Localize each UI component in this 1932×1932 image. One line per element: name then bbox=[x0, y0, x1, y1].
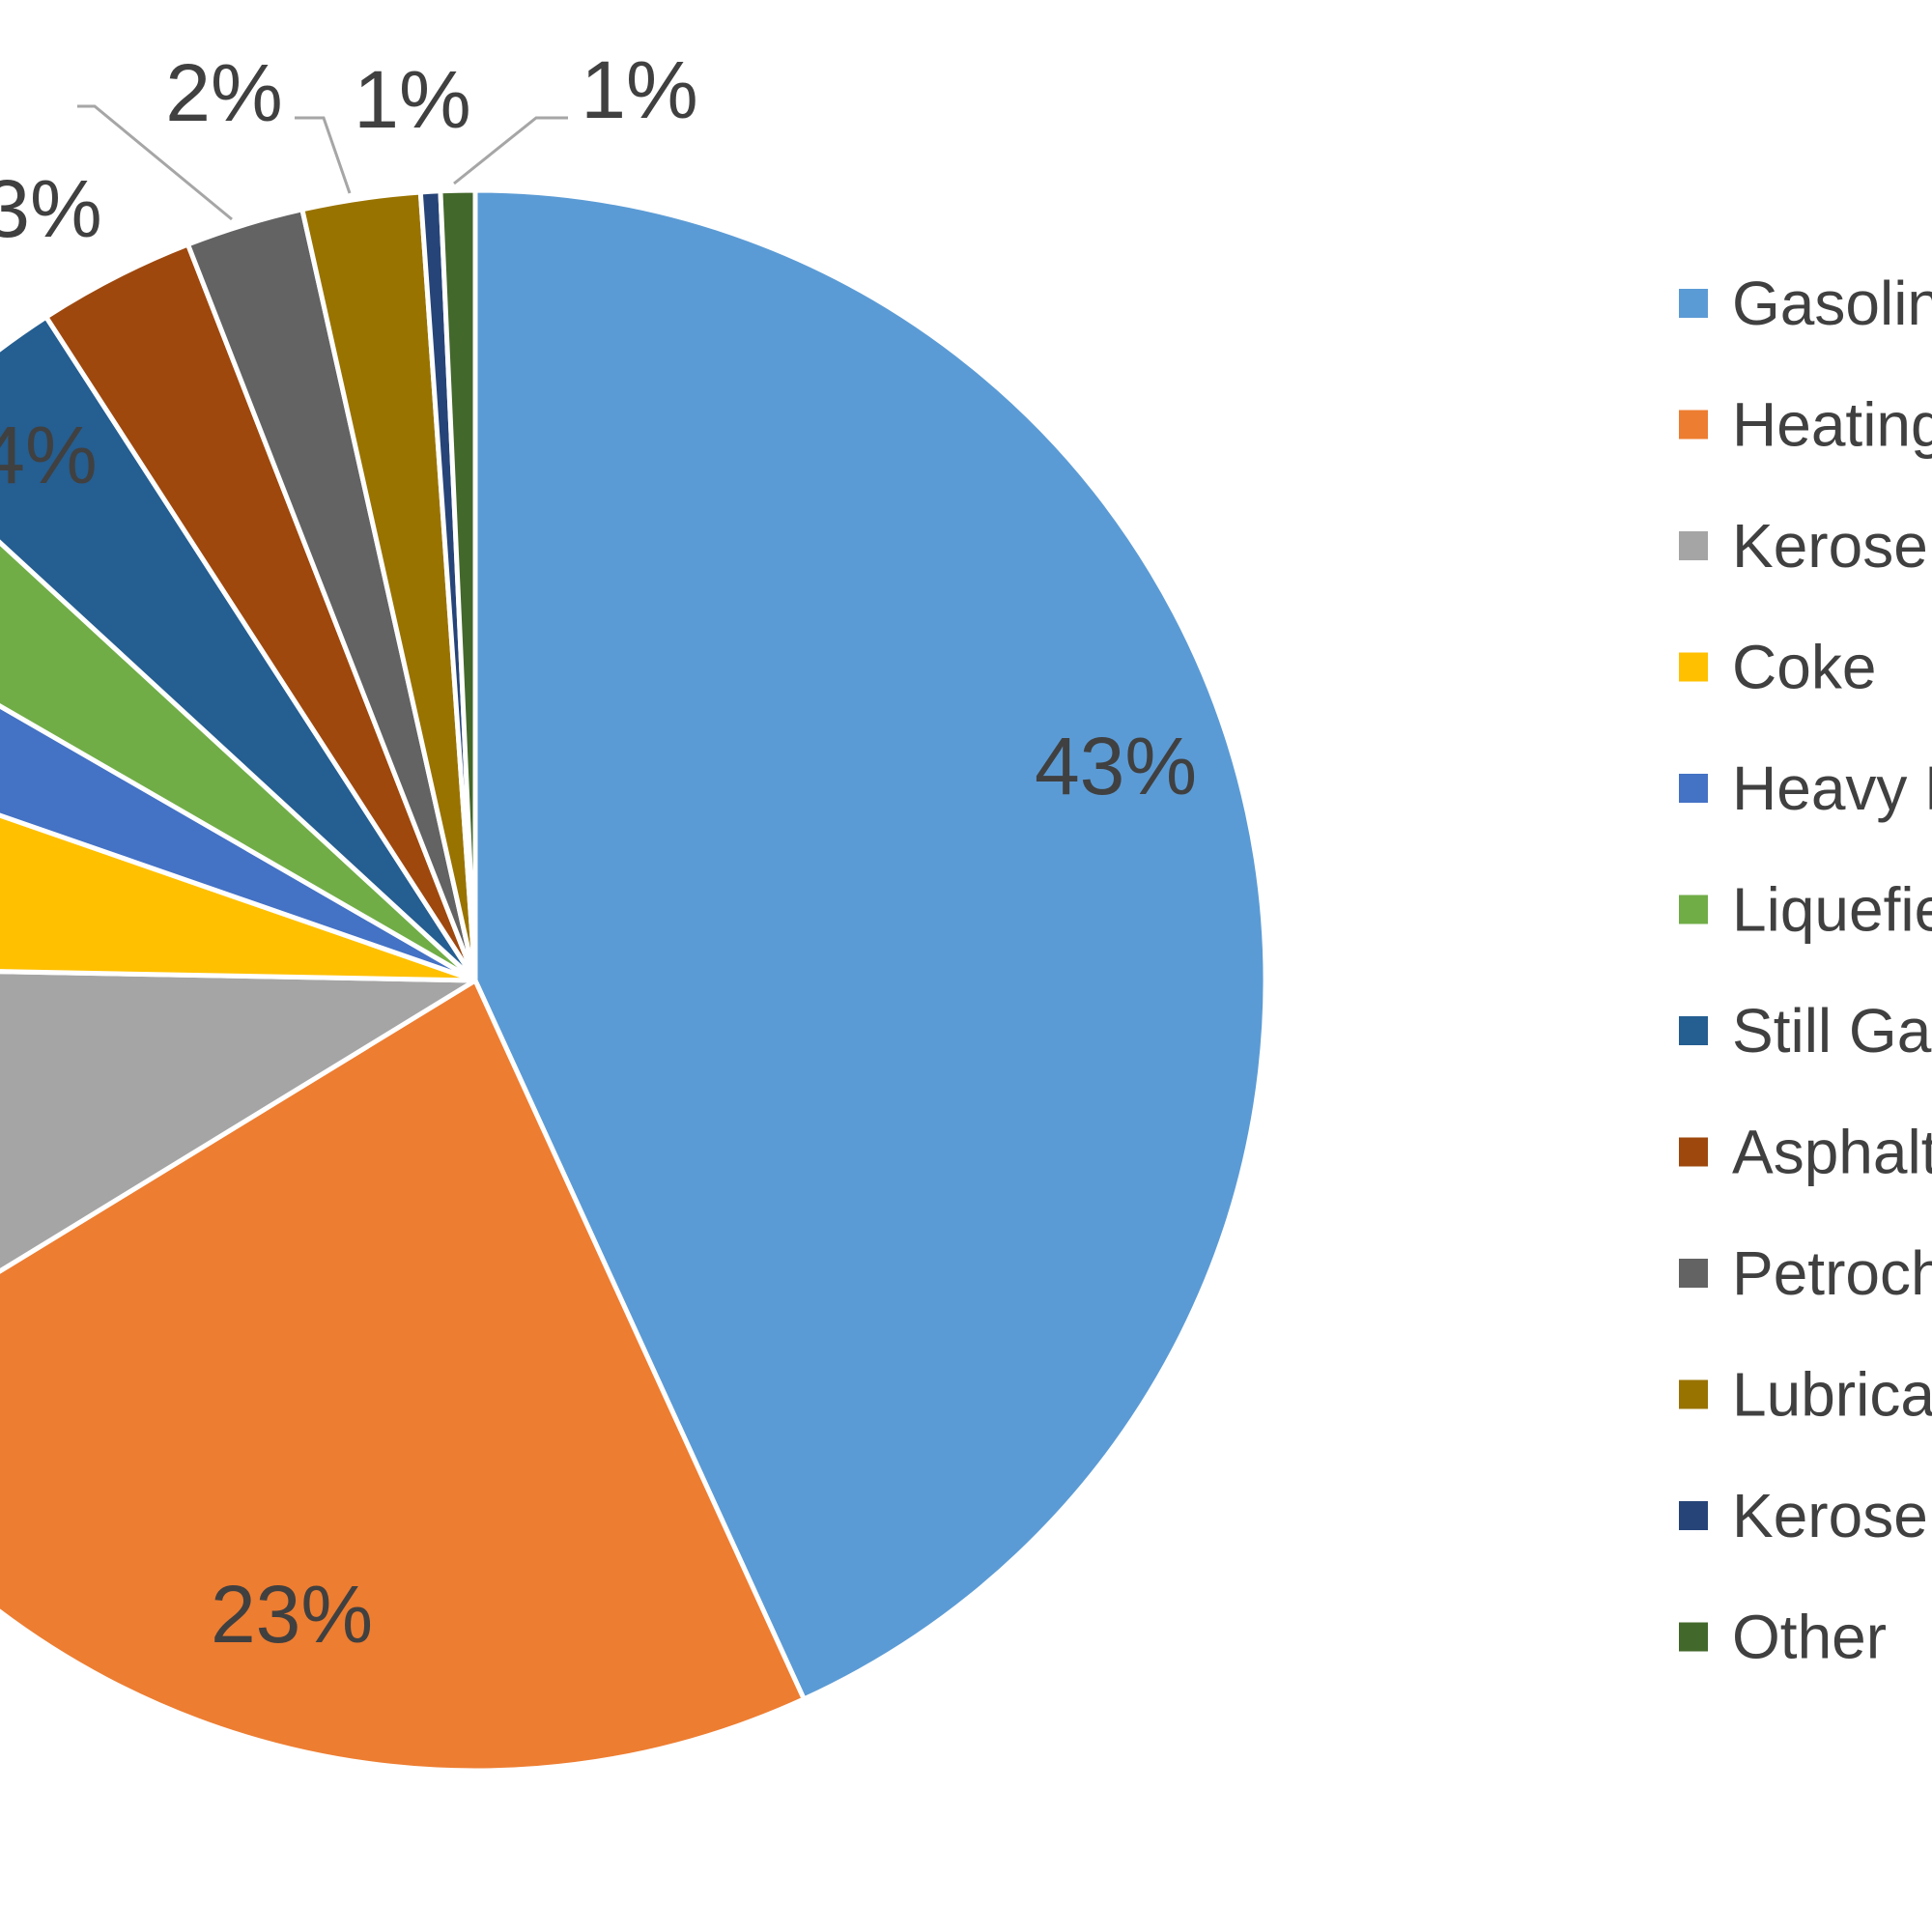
legend-swatch-heating-oil bbox=[1679, 410, 1708, 440]
legend-entry-kerosene-type-jet-fuel: Kerosene-Type Jet Fuel bbox=[1679, 511, 1932, 581]
legend-entry-other: Other bbox=[1679, 1603, 1887, 1672]
leader-line-other bbox=[453, 116, 568, 185]
leader-line-petrochemical-feedstocks bbox=[77, 104, 233, 221]
legend-swatch-other bbox=[1679, 1622, 1708, 1652]
legend-entry-gasoline: Gasoline bbox=[1679, 269, 1932, 338]
legend-label-other: Other bbox=[1732, 1603, 1887, 1672]
data-label-other: 1% bbox=[581, 44, 697, 135]
legend-entry-liquefied-petroleum-gases: Liquefied Petroleum Gases bbox=[1679, 875, 1932, 945]
legend-label-liquefied-petroleum-gases: Liquefied Petroleum Gases bbox=[1732, 875, 1932, 945]
legend-entry-heavy-fuel-oil: Heavy Fuel Oil bbox=[1679, 753, 1932, 823]
legend-label-asphalt-and-road-oil: Asphalt and Road Oil bbox=[1732, 1118, 1932, 1187]
legend-swatch-asphalt-and-road-oil bbox=[1679, 1137, 1708, 1167]
legend-label-coke: Coke bbox=[1732, 633, 1876, 702]
legend-label-lubricants: Lubricants bbox=[1732, 1360, 1932, 1430]
slice-other bbox=[438, 187, 478, 983]
data-label-lubricants: 1% bbox=[354, 54, 470, 145]
legend-entry-coke: Coke bbox=[1679, 633, 1876, 702]
legend-label-still-gas: Still Gas bbox=[1732, 996, 1932, 1065]
data-label-petrochemical-feedstocks: 2% bbox=[165, 47, 282, 138]
slice-heating-oil bbox=[0, 978, 807, 1774]
legend-label-petrochemical-feedstocks: Petrochemical Feedstocks bbox=[1732, 1238, 1932, 1308]
legend-label-kerosene: Kerosene bbox=[1732, 1481, 1932, 1550]
legend-swatch-kerosene-type-jet-fuel bbox=[1679, 531, 1708, 560]
legend-entry-heating-oil: Heating Oil bbox=[1679, 390, 1932, 460]
slice-gasoline bbox=[472, 187, 1268, 1702]
legend: Gasoline Heating Oil Kerosene-Type Jet Fue… bbox=[1679, 269, 1932, 1672]
legend-swatch-coke bbox=[1679, 652, 1708, 682]
leader-line-lubricants bbox=[295, 116, 352, 194]
legend-swatch-liquefied-petroleum-gases bbox=[1679, 895, 1708, 924]
pie-slices bbox=[0, 187, 1268, 1774]
legend-entry-asphalt-and-road-oil: Asphalt and Road Oil bbox=[1679, 1118, 1932, 1187]
legend-swatch-lubricants bbox=[1679, 1379, 1708, 1409]
legend-label-heating-oil: Heating Oil bbox=[1732, 390, 1932, 460]
data-label-asphalt-and-road-oil: 3% bbox=[0, 163, 102, 254]
slice-kerosene-type-jet-fuel bbox=[0, 969, 478, 1274]
legend-swatch-kerosene bbox=[1679, 1501, 1708, 1530]
legend-entry-kerosene: Kerosene bbox=[1679, 1481, 1932, 1550]
data-labels: 43% 23% 4% 3% 2% 1% 1% bbox=[0, 44, 1197, 1660]
legend-label-gasoline: Gasoline bbox=[1732, 269, 1932, 338]
legend-entry-petrochemical-feedstocks: Petrochemical Feedstocks bbox=[1679, 1238, 1932, 1308]
data-label-heating-oil: 23% bbox=[211, 1569, 373, 1660]
data-label-gasoline: 43% bbox=[1035, 721, 1197, 811]
leader-lines bbox=[77, 104, 568, 221]
legend-label-heavy-fuel-oil: Heavy Fuel Oil bbox=[1732, 753, 1932, 823]
legend-swatch-still-gas bbox=[1679, 1016, 1708, 1045]
data-label-still-gas: 4% bbox=[0, 410, 98, 500]
legend-swatch-petrochemical-feedstocks bbox=[1679, 1259, 1708, 1288]
legend-swatch-heavy-fuel-oil bbox=[1679, 774, 1708, 803]
slice-still-gas bbox=[0, 314, 478, 983]
legend-entry-still-gas: Still Gas bbox=[1679, 996, 1932, 1065]
legend-label-kerosene-type-jet-fuel: Kerosene-Type Jet Fuel bbox=[1732, 511, 1932, 581]
legend-entry-lubricants: Lubricants bbox=[1679, 1360, 1932, 1430]
legend-swatch-gasoline bbox=[1679, 289, 1708, 318]
